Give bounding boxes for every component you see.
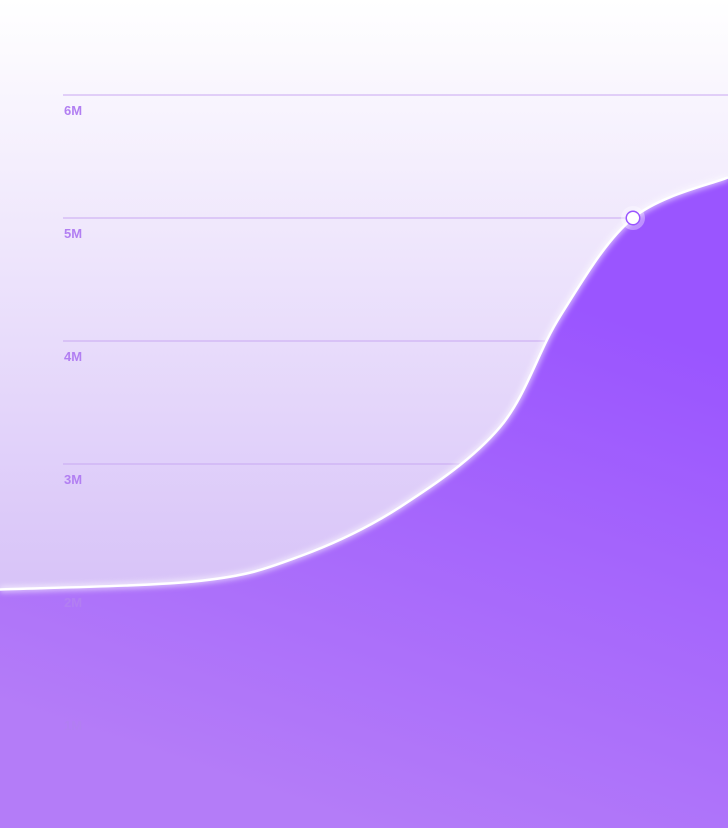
y-tick-label: 6M — [64, 103, 82, 118]
series-line — [0, 176, 728, 591]
data-point-marker[interactable] — [627, 212, 639, 224]
area-fill — [0, 177, 728, 828]
y-tick-label: 4M — [64, 349, 82, 364]
y-tick-label: 1M — [64, 718, 82, 733]
y-tick-label: 2M — [64, 595, 82, 610]
y-tick-label: 5M — [64, 226, 82, 241]
y-tick-label: 3M — [64, 472, 82, 487]
